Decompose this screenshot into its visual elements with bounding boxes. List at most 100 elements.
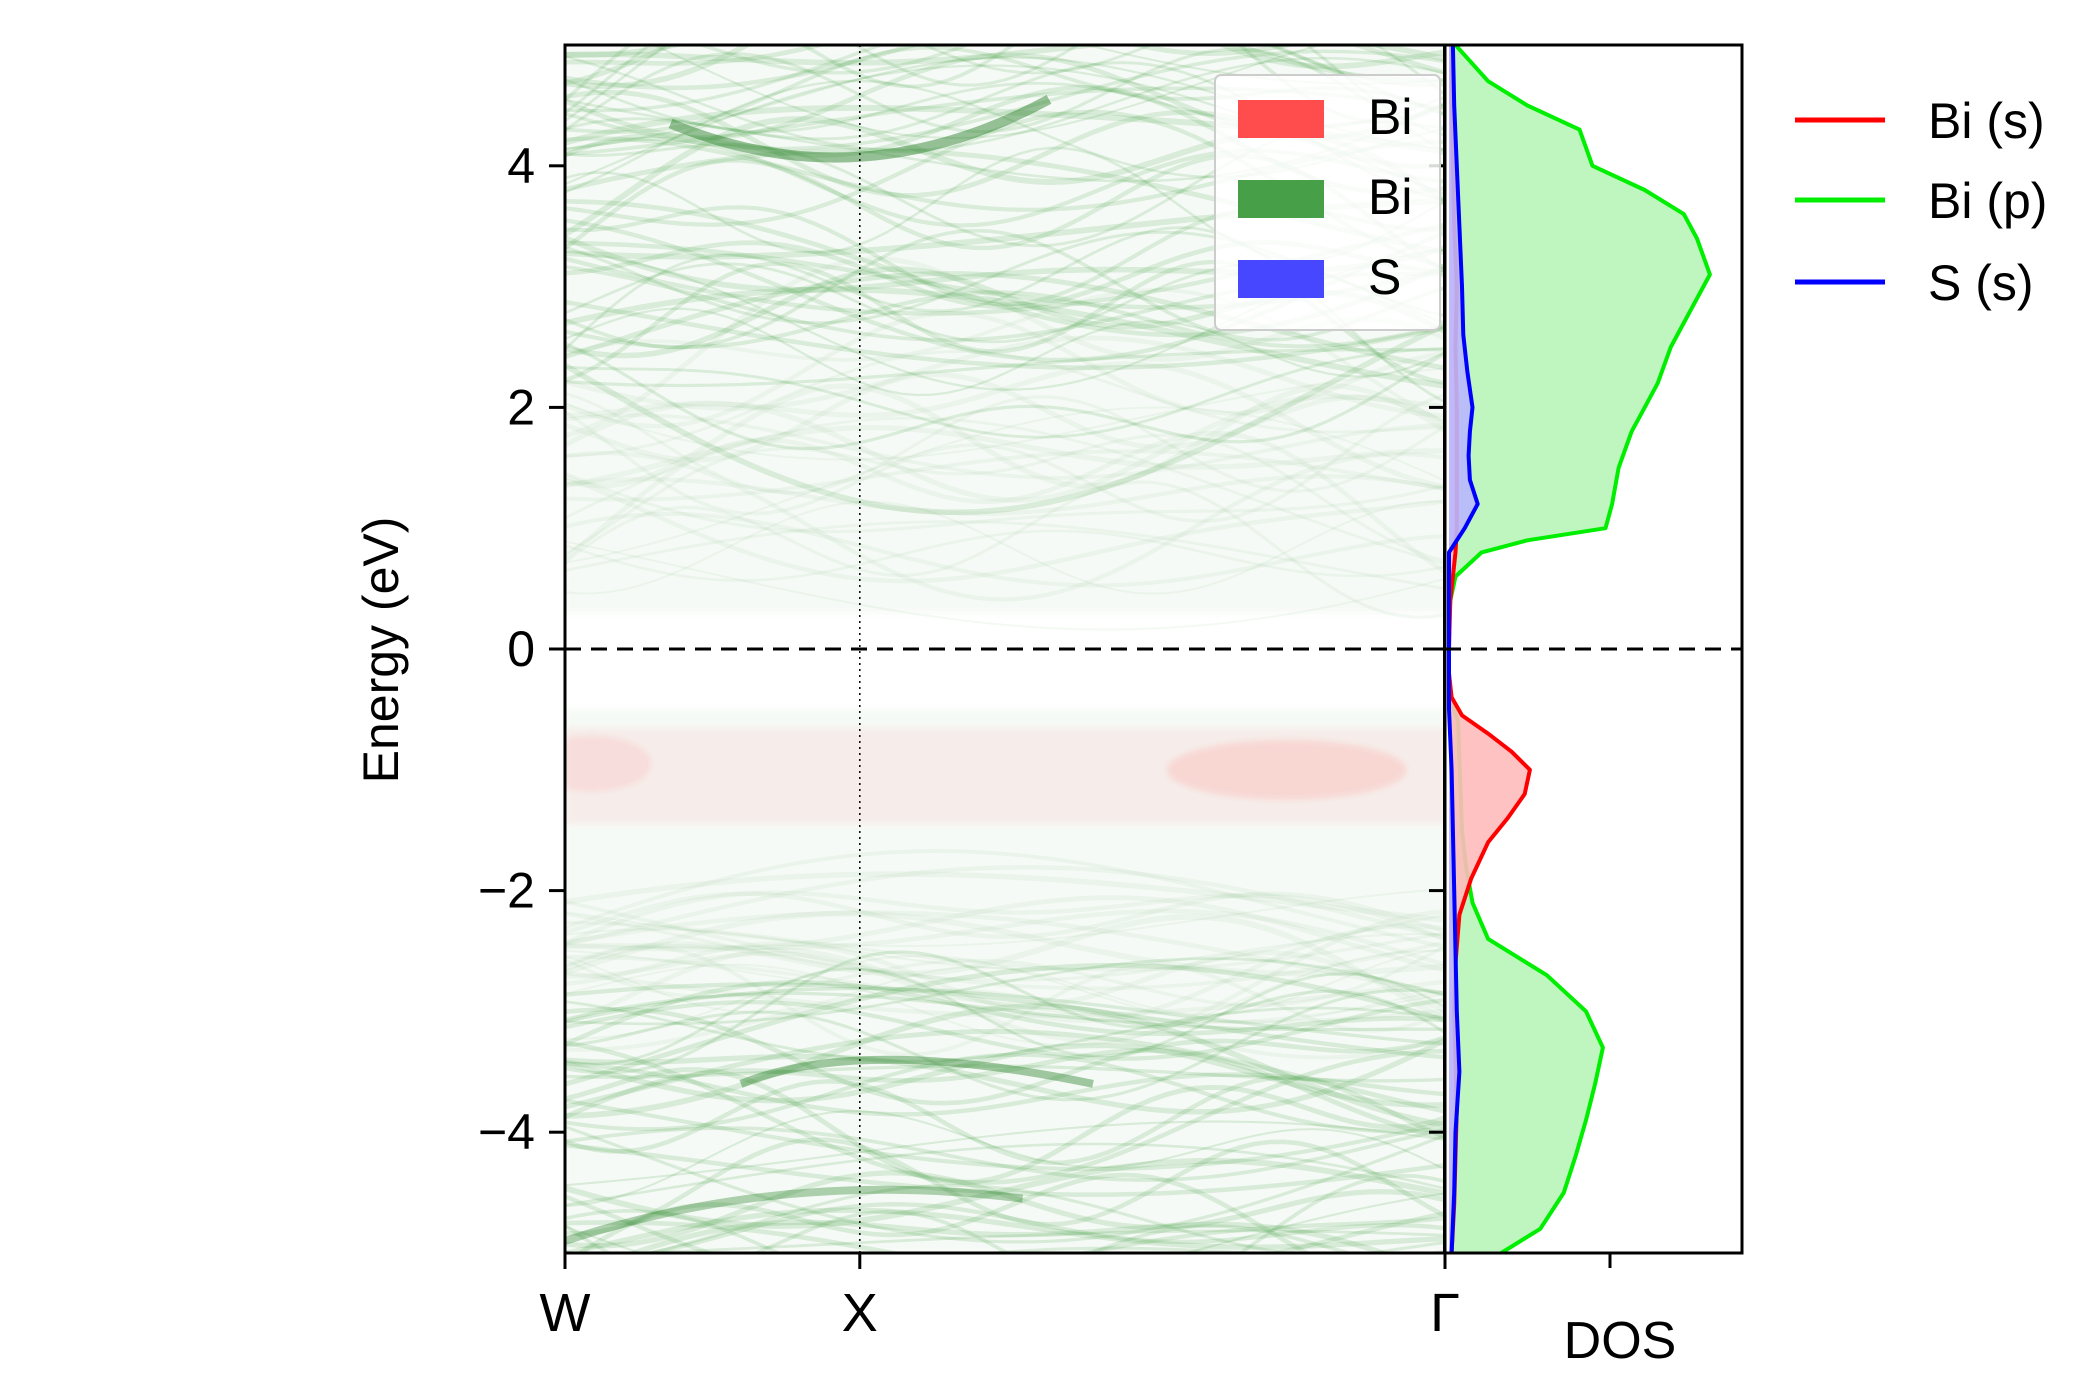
conduction-band-line: [565, 348, 1445, 388]
valence-band-line: [575, 1172, 1312, 1253]
valence-band-line: [565, 1194, 1445, 1253]
conduction-band-line: [565, 416, 1445, 566]
valence-band-line: [565, 1120, 1445, 1187]
conduction-band-line: [695, 45, 1445, 87]
valence-band-line: [565, 979, 1445, 1047]
conduction-band-line: [565, 361, 1445, 490]
valence-band-line: [565, 949, 1445, 1047]
valence-band-line: [565, 871, 1445, 924]
conduction-band-line: [565, 511, 1445, 588]
band-feature-x-upper: [668, 94, 1052, 163]
valence-band-line: [565, 1042, 1445, 1108]
dos-curves-layer: [1447, 45, 1712, 1253]
valence-band-line: [565, 1067, 1445, 1186]
valence-band-line: [565, 988, 1445, 1102]
x-tick-label-0: W: [540, 1283, 591, 1343]
conduction-band-line: [565, 45, 1445, 122]
y-tick-label-1: −2: [478, 863, 535, 919]
valence-band-line: [603, 1229, 1445, 1253]
y-tick-label-4: 4: [507, 138, 535, 194]
valence-band-line: [639, 1202, 1445, 1253]
valence-band-line: [565, 1098, 1445, 1172]
conduction-band-line: [565, 424, 1445, 489]
valence-band-line: [565, 950, 1445, 1075]
conduction-band-line: [565, 271, 1445, 371]
valence-band-line: [565, 890, 1445, 946]
conduction-band-line: [565, 540, 1445, 631]
valence-band-line: [565, 923, 1445, 1023]
conduction-band-line: [565, 471, 1445, 534]
valence-band-line: [565, 988, 1445, 1060]
valence-band-line: [565, 944, 1445, 1008]
conduction-band-line: [565, 322, 1445, 516]
dos-line-s-s: [1447, 45, 1480, 1253]
valence-band-line: [565, 967, 1445, 1066]
valence-band-line: [565, 1110, 1445, 1208]
conduction-band-line: [565, 45, 1445, 66]
dos-legend: Bi (s) Bi (p) S (s): [1795, 93, 2047, 311]
conduction-band-line: [565, 393, 1445, 503]
valence-band-line: [565, 1040, 1445, 1185]
valence-band-line: [565, 1157, 1445, 1229]
conduction-band-line: [565, 290, 1445, 350]
band-feature-w-lower: [565, 1185, 1024, 1245]
valence-band-line: [565, 908, 1445, 967]
conduction-band-line: [565, 45, 1445, 91]
valence-band-line: [565, 1048, 1445, 1140]
valence-band-line: [565, 912, 1445, 982]
x-tick-label-1: X: [842, 1283, 878, 1343]
conduction-band-line: [565, 307, 1445, 397]
conduction-band-line: [565, 299, 1445, 370]
dos-legend-label-s-s: S (s): [1928, 255, 2034, 311]
legend-label-bi-s: Bi: [1368, 89, 1412, 145]
conduction-band-line: [565, 450, 1445, 602]
valence-band-line: [565, 1003, 1445, 1128]
conduction-band-line: [565, 529, 1445, 582]
valence-band-line: [625, 1219, 1392, 1253]
valence-band-line: [565, 962, 1445, 1087]
conduction-band-line: [651, 45, 1324, 139]
valence-band-line: [565, 888, 1445, 948]
conduction-band-line: [565, 383, 1445, 489]
conduction-band-line: [565, 413, 1445, 480]
conduction-band-line: [565, 500, 1445, 595]
valence-band-line: [565, 1137, 1445, 1236]
conduction-band-line: [565, 287, 1445, 425]
y-tick-label-0: −4: [478, 1104, 535, 1160]
conduction-band-line: [565, 393, 1445, 523]
valence-band-line: [565, 1142, 1445, 1197]
valence-band-line: [565, 997, 1445, 1061]
conduction-band-line: [565, 45, 1445, 116]
conduction-band-line: [565, 349, 1445, 458]
valence-band-line: [565, 1061, 1445, 1117]
legend-swatch-bi-p: [1238, 180, 1324, 218]
conduction-band-line: [565, 433, 1445, 563]
conduction-band-line: [565, 480, 1445, 619]
valence-band-line: [565, 1170, 1445, 1249]
valence-band-line: [565, 982, 1445, 1060]
y-axis-ticks: −4 −2 0 2 4: [478, 138, 1445, 1160]
conduction-band-line: [565, 346, 1445, 439]
conduction-band-line: [565, 55, 1445, 152]
conduction-band-line: [565, 391, 1445, 495]
bi-s-weight-blob: [1166, 739, 1407, 800]
valence-band-line: [565, 920, 1445, 972]
conduction-band-line: [565, 474, 1445, 516]
valence-band-line: [565, 1142, 1445, 1207]
valence-band-line: [565, 910, 1445, 996]
valence-band-line: [565, 865, 1445, 947]
valence-band-line: [565, 1006, 1445, 1106]
dos-fill-bi-p: [1449, 45, 1710, 1253]
bi-s-weight-blob: [565, 735, 652, 792]
valence-band-line: [565, 899, 1445, 991]
valence-band-line: [565, 928, 1445, 971]
legend-label-bi-p: Bi: [1368, 169, 1412, 225]
valence-band-line: [565, 1208, 1356, 1253]
valence-band-line: [565, 1064, 1445, 1083]
valence-band-line: [565, 1052, 1445, 1134]
y-axis-label: Energy (eV): [353, 517, 409, 784]
valence-band-line: [565, 954, 1445, 1040]
dos-legend-label-bi-p: Bi (p): [1928, 173, 2047, 229]
valence-band-line: [642, 1183, 1445, 1253]
